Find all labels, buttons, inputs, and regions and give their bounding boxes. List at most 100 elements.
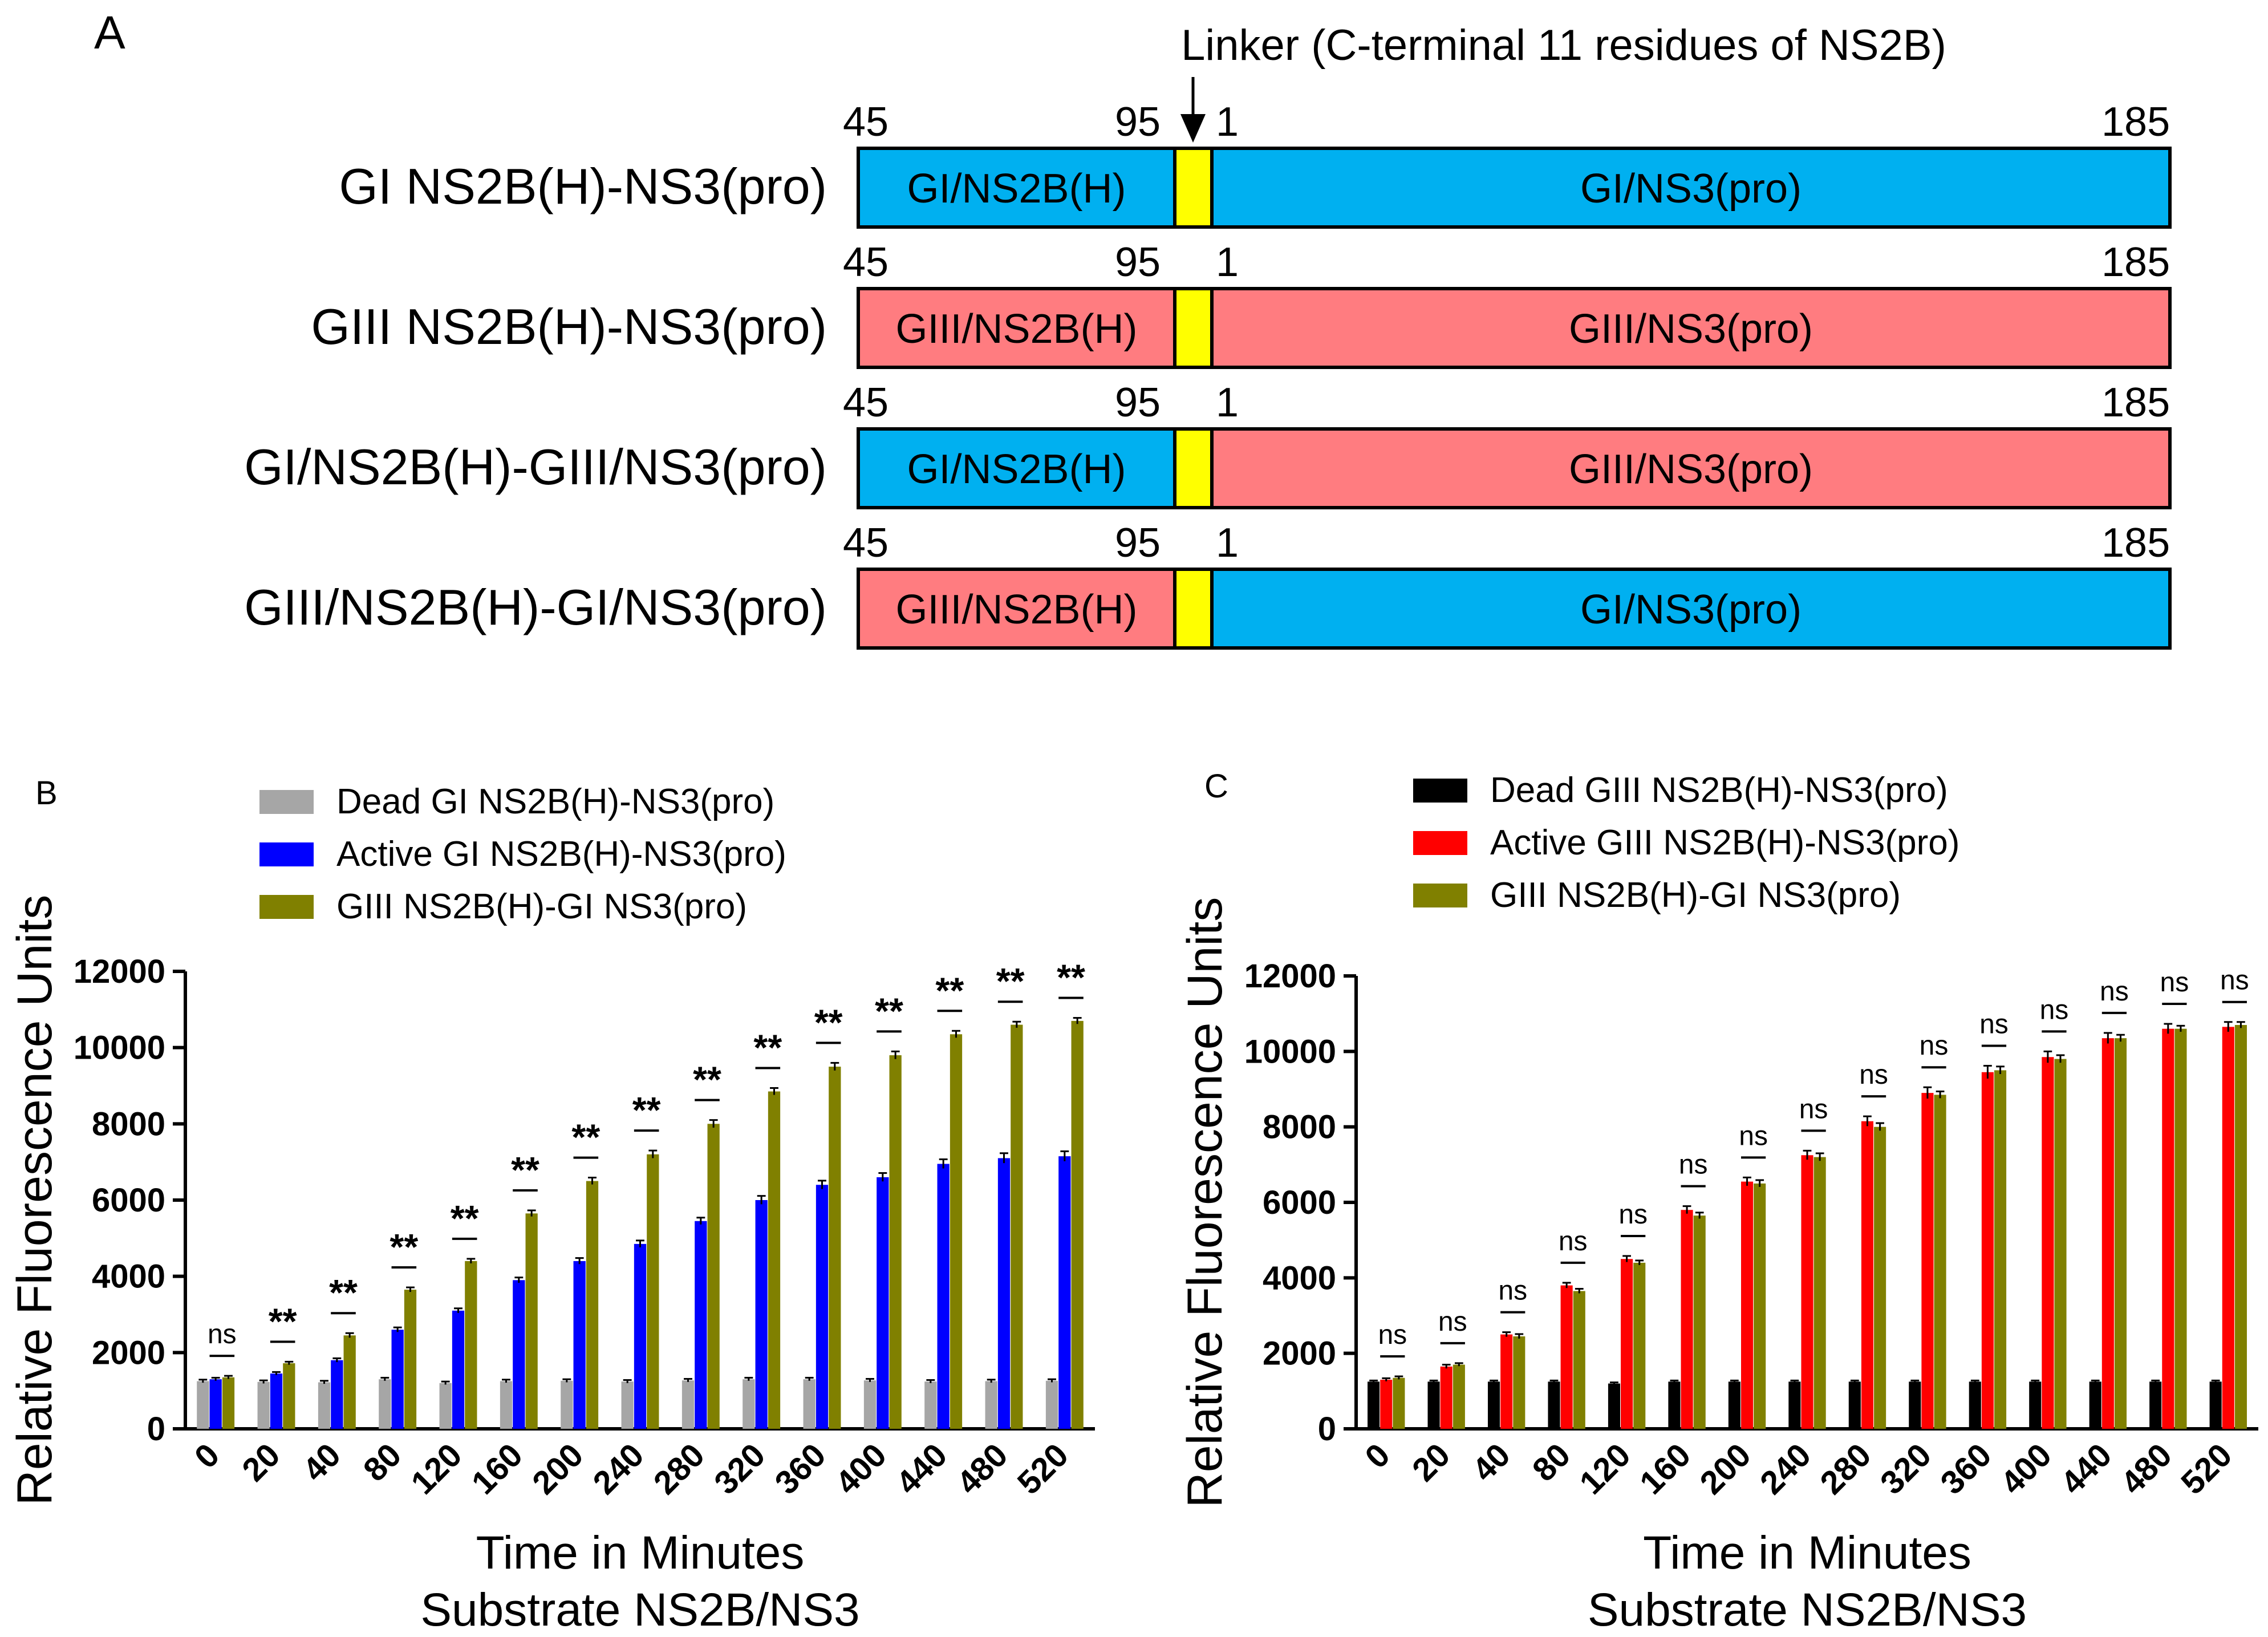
construct-name: GIII NS2B(H)-NS3(pro) <box>311 298 827 355</box>
bar <box>2149 1381 2162 1429</box>
y-tick-label: 4000 <box>1263 1259 1336 1296</box>
bar <box>318 1382 331 1429</box>
significance-label: ns <box>1679 1150 1708 1180</box>
bar <box>1608 1383 1620 1429</box>
bar <box>1427 1381 1440 1429</box>
y-tick-label: 6000 <box>1263 1184 1336 1221</box>
linker-segment <box>1173 568 1214 650</box>
construct-name: GI NS2B(H)-NS3(pro) <box>339 158 827 214</box>
y-tick-label: 8000 <box>92 1105 165 1142</box>
bar <box>1621 1259 1633 1429</box>
bar <box>197 1381 209 1429</box>
y-tick-label: 2000 <box>1263 1335 1336 1372</box>
ns3-segment-label: GI/NS3(pro) <box>1580 166 1802 212</box>
x-tick-label: 200 <box>525 1436 590 1501</box>
position-number: 95 <box>1115 240 1161 285</box>
bar <box>1633 1262 1646 1429</box>
position-number: 45 <box>843 380 888 426</box>
y-tick-label: 6000 <box>92 1182 165 1219</box>
bar <box>803 1379 815 1429</box>
significance-label: ** <box>935 970 964 1011</box>
x-tick-label: 520 <box>1011 1436 1076 1501</box>
legend-label: GIII NS2B(H)-GI NS3(pro) <box>336 887 747 926</box>
significance-label: ns <box>1739 1121 1768 1151</box>
bar <box>1440 1366 1453 1429</box>
linker-arrow <box>1180 77 1206 143</box>
bar <box>1861 1121 1874 1429</box>
x-tick-label: 280 <box>1813 1436 1878 1501</box>
x-tick-label: 240 <box>586 1436 651 1501</box>
construct-name: GI/NS2B(H)-GIII/NS3(pro) <box>244 439 827 495</box>
linker-segment <box>1173 287 1214 369</box>
construct-row: GIII/NS2B(H)-GI/NS3(pro) 45 95 1 185 GIII/NS2… <box>244 520 2172 650</box>
bar <box>561 1380 573 1429</box>
bar <box>2222 1027 2234 1429</box>
bar <box>2029 1381 2042 1429</box>
y-tick-label: 0 <box>147 1411 165 1448</box>
bar <box>1934 1095 1946 1429</box>
construct-row: GIII NS2B(H)-NS3(pro) 45 95 1 185 GIII/NS2B(H… <box>311 240 2172 369</box>
significance-label: ** <box>875 990 903 1031</box>
bar <box>1071 1020 1084 1429</box>
legend-label: Dead GI NS2B(H)-NS3(pro) <box>336 782 774 821</box>
bar <box>755 1200 768 1429</box>
bar <box>1045 1380 1058 1429</box>
bar <box>815 1185 829 1429</box>
bar <box>997 1158 1011 1429</box>
bar <box>877 1177 889 1429</box>
significance-label: ns <box>1378 1320 1407 1350</box>
x-tick-label: 400 <box>829 1436 894 1501</box>
ns3-segment <box>1210 287 2172 369</box>
position-number: 185 <box>2101 380 2170 426</box>
legend-label: Dead GIII NS2B(H)-NS3(pro) <box>1490 771 1948 810</box>
ns3-segment <box>1210 568 2172 650</box>
position-number: 95 <box>1115 99 1161 145</box>
bar <box>695 1221 707 1429</box>
bar <box>1728 1381 1740 1429</box>
legend-label: Active GIII NS2B(H)-NS3(pro) <box>1490 823 1959 862</box>
bar <box>391 1330 404 1429</box>
bar <box>525 1213 538 1429</box>
bar <box>924 1381 937 1429</box>
bar <box>452 1310 465 1429</box>
significance-label: ** <box>814 1002 843 1043</box>
y-axis-label: Relative Fluorescence Units <box>7 895 62 1506</box>
panel-a: A Linker (C-terminal 11 residues of NS2B… <box>94 7 2172 650</box>
x-tick-label: 20 <box>235 1436 287 1489</box>
legend: Dead GI NS2B(H)-NS3(pro) Active GI NS2B(H… <box>259 782 786 926</box>
ns2b-segment <box>857 287 1176 369</box>
significance-label: ns <box>1859 1060 1888 1090</box>
y-tick-label: 12000 <box>74 953 165 990</box>
significance-label: ** <box>329 1272 358 1313</box>
significance-label: ** <box>451 1198 479 1239</box>
bar <box>1693 1215 1706 1429</box>
position-number: 45 <box>843 520 888 566</box>
bar <box>2234 1025 2247 1429</box>
x-axis-sublabel: Substrate NS2B/NS3 <box>1588 1584 2027 1636</box>
ns2b-segment-label: GI/NS2B(H) <box>907 166 1126 212</box>
bar <box>2209 1381 2222 1429</box>
x-axis-label: Time in Minutes <box>476 1527 805 1579</box>
panel-b-label: B <box>35 775 58 812</box>
bar <box>2114 1038 2127 1429</box>
position-number: 1 <box>1216 380 1239 426</box>
bar <box>1453 1364 1465 1429</box>
bar <box>985 1381 997 1429</box>
bar <box>1668 1381 1681 1429</box>
bar <box>331 1360 343 1429</box>
bar <box>2054 1059 2067 1429</box>
bar <box>2042 1057 2054 1429</box>
bar <box>1500 1334 1513 1429</box>
x-tick-label: 120 <box>1572 1436 1637 1501</box>
y-tick-label: 8000 <box>1263 1109 1336 1146</box>
significance-label: ns <box>1498 1276 1527 1306</box>
construct-name: GIII/NS2B(H)-GI/NS3(pro) <box>244 579 827 635</box>
significance-label: ns <box>2100 976 2129 1007</box>
bar <box>889 1055 902 1429</box>
x-tick-label: 480 <box>950 1436 1015 1501</box>
bar <box>465 1261 477 1429</box>
x-axis-sublabel: Substrate NS2B/NS3 <box>420 1584 859 1636</box>
bar <box>1560 1285 1573 1429</box>
significance-label: ns <box>2220 966 2249 996</box>
x-tick-label: 320 <box>707 1436 772 1501</box>
